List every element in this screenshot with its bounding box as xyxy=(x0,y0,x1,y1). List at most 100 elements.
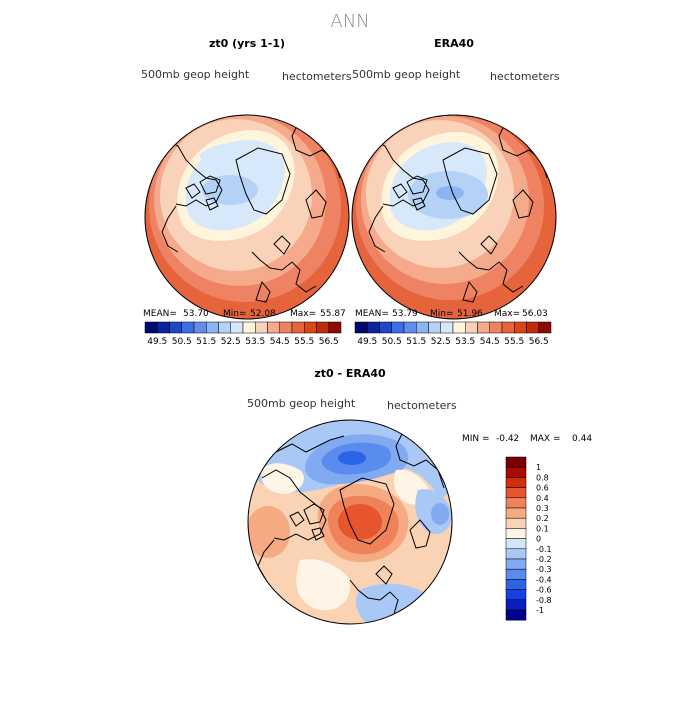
colorbar-swatch xyxy=(157,321,170,334)
min-value: -0.42 xyxy=(496,434,519,444)
colorbar-tick-label: -0.6 xyxy=(536,586,552,595)
colorbar-tick-label: 0.6 xyxy=(536,484,549,493)
colorbar-swatch xyxy=(440,321,454,334)
colorbar-swatch xyxy=(193,321,207,334)
panel-model: zt0 (yrs 1-1) 500mb geop height hectomet… xyxy=(141,37,352,347)
colorbar-swatch xyxy=(144,321,158,334)
colorbar-swatch xyxy=(379,321,392,334)
contour-fill xyxy=(248,420,452,624)
contour-band-0.2 xyxy=(248,506,290,558)
coastline-north-america xyxy=(149,139,223,207)
colorbar-tick-label: 50.5 xyxy=(172,337,192,347)
colorbar-swatch xyxy=(242,321,256,334)
colorbar-swatch xyxy=(505,466,527,478)
colorbar-tick-label: -0.8 xyxy=(536,596,552,605)
contour-band-neg-0.2 xyxy=(431,503,449,525)
colorbar-swatch xyxy=(505,528,527,539)
contour-fill xyxy=(352,115,556,319)
colorbar-swatch xyxy=(505,568,527,580)
panel-title: zt0 (yrs 1-1) xyxy=(209,37,285,50)
contour-band-neg-0.1 xyxy=(355,583,430,624)
colorbar-tick-label: -0.3 xyxy=(536,565,552,574)
colorbar-swatch xyxy=(354,321,368,334)
coastline-north-america xyxy=(356,139,430,207)
colorbar-tick-label: -0.4 xyxy=(536,575,552,584)
colorbar-tick-label: 1 xyxy=(536,463,541,472)
colorbar-swatch xyxy=(526,321,539,334)
colorbar-swatch xyxy=(181,321,195,334)
coastline-greenland xyxy=(235,147,291,215)
contour-band-51.5 xyxy=(436,186,464,200)
colorbar-tick-label: 0.8 xyxy=(536,473,549,482)
colorbar-swatch xyxy=(505,456,527,468)
colorbar-swatch xyxy=(279,321,293,334)
colorbar-swatch xyxy=(267,321,280,334)
map-border xyxy=(351,114,557,320)
page-title: ANN xyxy=(330,11,369,32)
max-label: Max= xyxy=(494,309,520,319)
units-label: hectometers xyxy=(282,70,352,83)
colorbar-swatch xyxy=(514,321,527,334)
max-label: MAX = xyxy=(530,434,561,444)
contour-band-neg-0.4 xyxy=(338,451,366,465)
colorbar-swatch xyxy=(328,321,342,334)
colorbar-tick-label: 56.5 xyxy=(319,337,339,347)
colorbar-swatch xyxy=(403,321,417,334)
colorbar-era40: 49.5 50.5 51.5 52.5 53.5 54.5 55.5 56.5 xyxy=(354,321,552,347)
colorbar-difference: 10.8 0.60.40.30.20.1 0-0.1-0.2-0.3-0.4 -0.6… xyxy=(505,456,552,621)
min-value: 52.08 xyxy=(250,309,276,319)
colorbar-tick-label: -0.1 xyxy=(536,545,552,554)
colorbar-tick-label: -1 xyxy=(536,606,544,615)
mean-label: MEAN= xyxy=(143,309,177,319)
coastline-north-america xyxy=(368,205,386,253)
coastline-british-isles xyxy=(255,280,271,303)
coastline-iceland xyxy=(375,565,393,585)
colorbar-tick-label: 0.4 xyxy=(536,494,549,503)
colorbar-swatch xyxy=(505,507,527,519)
max-label: Max= xyxy=(290,309,316,319)
colorbar-swatch xyxy=(505,558,527,570)
colorbar-swatch xyxy=(230,321,244,334)
colorbar-swatch xyxy=(428,321,441,334)
colorbar-swatch xyxy=(316,321,329,334)
colorbar-swatch xyxy=(505,497,527,509)
colorbar-swatch xyxy=(505,599,527,611)
colorbar-swatch xyxy=(505,579,527,590)
coastline-archipelago xyxy=(185,175,221,211)
coastline-svalbard xyxy=(409,519,431,549)
colorbar-tick-label: 51.5 xyxy=(196,337,216,347)
coastline-archipelago xyxy=(289,503,325,541)
colorbar-swatch xyxy=(505,548,527,560)
colorbar-swatch xyxy=(206,321,219,334)
colorbar-swatch xyxy=(465,321,478,334)
colorbar-swatch xyxy=(505,517,527,529)
colorbar-swatch xyxy=(304,321,317,334)
colorbar-model: 49.5 50.5 51.5 52.5 53.5 54.5 55.5 56.5 xyxy=(144,321,342,347)
colorbar-tick-label: 54.5 xyxy=(270,337,290,347)
contour-band-0 xyxy=(296,559,351,611)
colorbar-tick-label: 55.5 xyxy=(504,337,524,347)
colorbar-tick-label: 56.5 xyxy=(529,337,549,347)
colorbar-swatch xyxy=(291,321,305,334)
coastline-archipelago xyxy=(392,175,428,211)
coastline-iceland xyxy=(480,235,498,255)
colorbar-swatch xyxy=(505,487,527,499)
coastlines xyxy=(149,117,341,303)
coastline-europe xyxy=(458,251,524,293)
colorbar-tick-label: 49.5 xyxy=(147,337,167,347)
units-label: hectometers xyxy=(490,70,560,83)
max-value: 0.44 xyxy=(572,434,592,444)
colorbar-swatch xyxy=(505,609,527,621)
colorbar-swatch xyxy=(477,321,490,334)
colorbar-swatch xyxy=(505,538,527,550)
coastline-europe xyxy=(251,251,317,293)
contour-band-52 xyxy=(202,175,258,205)
colorbar-tick-label: -0.2 xyxy=(536,555,552,564)
field-label: 500mb geop height xyxy=(247,397,356,410)
units-label: hectometers xyxy=(387,399,457,412)
colorbar-tick-label: 50.5 xyxy=(382,337,402,347)
colorbar-tick-label: 54.5 xyxy=(480,337,500,347)
coastline-north-america xyxy=(257,539,275,581)
colorbar-tick-label: 51.5 xyxy=(406,337,426,347)
